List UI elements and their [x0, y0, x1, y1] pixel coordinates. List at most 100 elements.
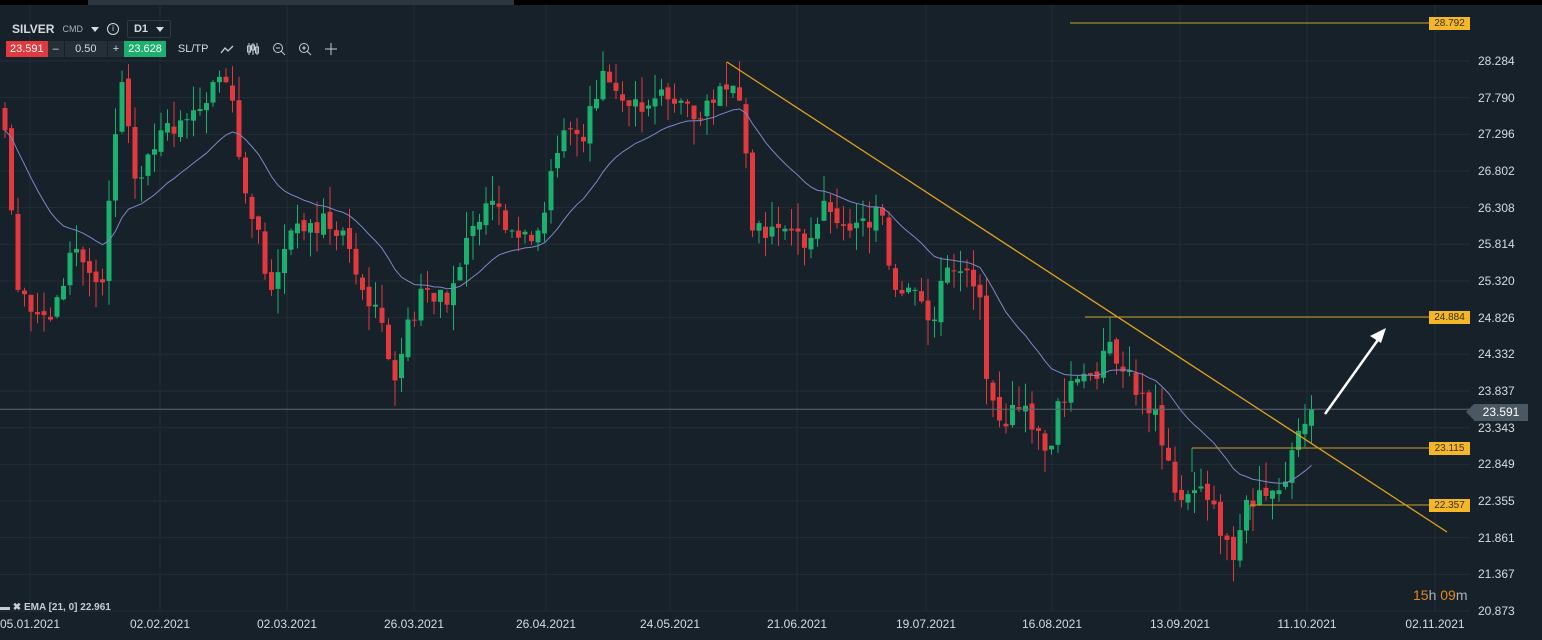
zoom-out-icon[interactable] [272, 42, 286, 56]
candle-body [1159, 405, 1165, 446]
zoom-in-icon[interactable] [298, 42, 312, 56]
candle-body [217, 76, 222, 83]
candle-body [841, 224, 846, 226]
candle-body [717, 86, 723, 106]
candle-body [529, 234, 534, 242]
candle [607, 64, 612, 83]
timeframe-select[interactable]: D1 [126, 20, 172, 38]
candle [1049, 445, 1054, 455]
candle [763, 211, 768, 257]
candle [132, 107, 138, 199]
price-tick-label: 27.790 [1478, 90, 1515, 105]
line-chart-icon[interactable] [220, 42, 234, 56]
candle [275, 249, 281, 314]
price-tick-label: 22.849 [1478, 457, 1515, 472]
candle [672, 83, 677, 113]
candle-body [561, 130, 567, 152]
candle [282, 224, 287, 294]
candle-body [1036, 428, 1041, 431]
candle-body [399, 353, 404, 379]
buy-button[interactable]: 23.628 [124, 41, 166, 57]
candle [1101, 328, 1106, 384]
arrow-icon[interactable] [1323, 336, 1382, 415]
level-price-tag: 22.357 [1429, 499, 1470, 512]
candle-body [1088, 373, 1093, 375]
candle [353, 233, 359, 285]
candle [815, 217, 820, 247]
candle-body [1237, 530, 1243, 561]
candle [1153, 384, 1158, 432]
candle [93, 259, 99, 308]
candle-body [28, 294, 34, 312]
sltp-button[interactable]: SL/TP [177, 43, 209, 55]
date-tick-label: 13.09.2021 [1149, 617, 1211, 631]
candle-body [821, 200, 827, 221]
increase-button[interactable]: + [112, 43, 120, 55]
candle-body [1140, 392, 1145, 394]
candle-body [100, 279, 105, 283]
ema-indicator-label[interactable]: ▬ ✖ EMA [21, 0] 22.961 [0, 602, 111, 613]
candle [1029, 391, 1035, 444]
candle-body [568, 128, 573, 130]
candle-body [327, 211, 333, 229]
candle-body [880, 207, 885, 216]
candle [22, 287, 27, 307]
candle [542, 201, 547, 242]
candle-body [730, 85, 736, 94]
candle [925, 278, 931, 346]
move-icon[interactable] [324, 42, 338, 56]
candle-body [158, 130, 164, 152]
candle [912, 287, 918, 306]
candle-body [581, 136, 586, 142]
candle-body [1029, 403, 1035, 430]
candle [139, 165, 144, 202]
candle [990, 380, 996, 418]
price-tick-label: 23.343 [1478, 420, 1515, 435]
candle-body [977, 284, 983, 298]
candlestick-icon[interactable] [246, 42, 260, 56]
info-icon[interactable]: i [106, 23, 119, 35]
instrument-header: SILVER CMD i D1 [12, 20, 172, 38]
candle [841, 205, 846, 241]
candle-body [737, 87, 742, 101]
chevron-down-icon[interactable] [90, 26, 99, 32]
candle-body [945, 267, 950, 283]
remove-indicator-icon[interactable]: ✖ [12, 602, 22, 613]
candle-body [249, 196, 255, 219]
candle-body [139, 177, 144, 179]
candle [74, 225, 79, 267]
price-tick-label: 26.802 [1478, 163, 1515, 178]
quantity-input[interactable]: 0.50 [63, 41, 108, 57]
candle [828, 194, 833, 234]
candle-body [1283, 481, 1288, 487]
candle-body [48, 316, 53, 320]
candle [1211, 485, 1217, 510]
candle [808, 217, 814, 259]
candle [977, 274, 983, 321]
candle-body [1309, 409, 1314, 426]
decrease-button[interactable]: – [52, 43, 59, 55]
sell-button[interactable]: 23.591 [6, 41, 48, 57]
candle [1309, 395, 1314, 444]
price-tick-label: 21.367 [1478, 567, 1515, 582]
trend-line[interactable] [726, 61, 1448, 533]
candle [41, 292, 47, 332]
candle [691, 105, 697, 145]
candle [1289, 442, 1295, 499]
candle [1075, 375, 1080, 386]
instrument-type: CMD [62, 24, 83, 34]
candle-body [314, 222, 320, 234]
candle-body [295, 223, 300, 234]
candle [1205, 470, 1210, 521]
candle [1003, 403, 1009, 434]
indicator-settings-icon[interactable]: ▬ [0, 602, 10, 613]
date-tick-label: 02.11.2021 [1405, 617, 1465, 631]
candle-body [815, 223, 820, 239]
candle [847, 208, 853, 239]
date-tick-label: 26.03.2021 [383, 617, 445, 631]
candle-body [678, 100, 684, 103]
candle [386, 318, 391, 361]
candle [418, 273, 424, 327]
candle [262, 222, 268, 280]
